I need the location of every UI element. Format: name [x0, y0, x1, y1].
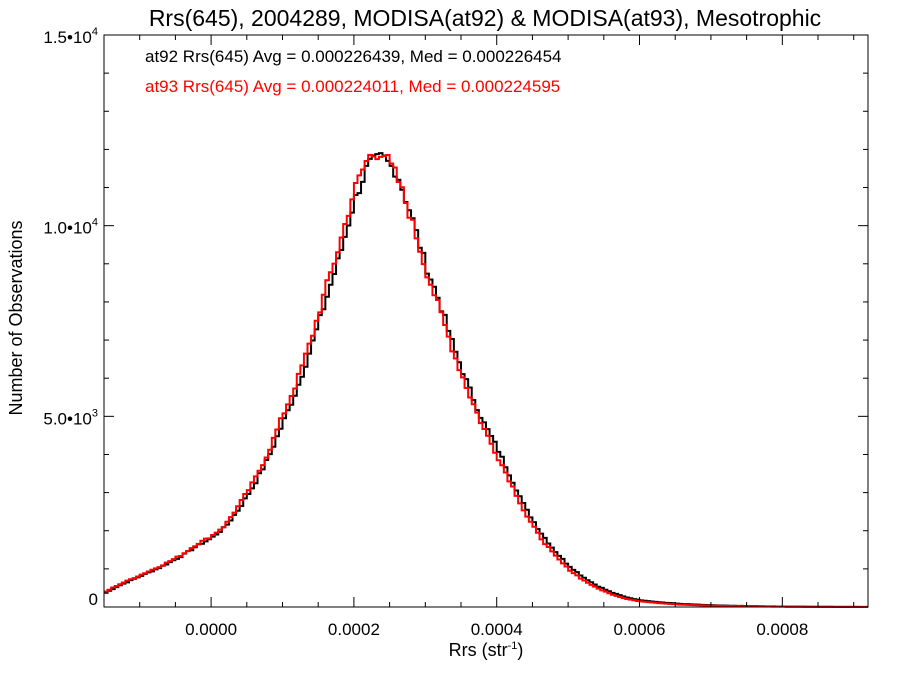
y-tick-label: 5.0•103 [43, 407, 98, 428]
x-tick-label: 0.0008 [756, 620, 808, 639]
x-tick-label: 0.0000 [185, 620, 237, 639]
series-line-at92 [104, 152, 868, 608]
y-tick-label: 1.5•104 [43, 26, 98, 47]
ticks-layer: 0.0000 0.0002 0.0004 0.0006 0.0008 0 5.0•103 1.… [43, 26, 868, 639]
y-tick-label: 1.0•104 [43, 217, 98, 238]
x-axis-label: Rrs (str-1) [449, 640, 524, 660]
legend-entry-at92: at92 Rrs(645) Avg = 0.000226439, Med = 0… [145, 47, 562, 66]
plot-frame [103, 34, 869, 608]
x-tick-label: 0.0004 [471, 620, 523, 639]
y-axis-label: Number of Observations [6, 220, 26, 415]
series-line-at93 [104, 153, 868, 608]
legend-entry-at93: at93 Rrs(645) Avg = 0.000224011, Med = 0… [145, 77, 560, 96]
y-tick-label: 0 [89, 590, 98, 609]
x-tick-label: 0.0006 [614, 620, 666, 639]
series-layer [104, 152, 868, 608]
chart-title: Rrs(645), 2004289, MODISA(at92) & MODISA… [149, 5, 821, 31]
x-tick-label: 0.0002 [328, 620, 380, 639]
